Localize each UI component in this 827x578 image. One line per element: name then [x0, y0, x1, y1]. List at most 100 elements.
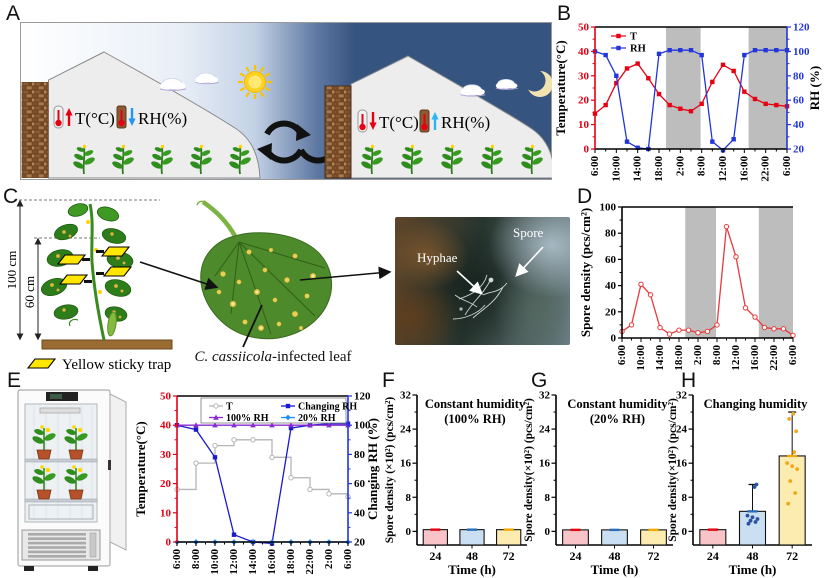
thermometer-icon: [419, 109, 430, 133]
svg-text:60: 60: [793, 95, 805, 107]
svg-text:T: T: [226, 402, 233, 413]
svg-text:48: 48: [747, 549, 759, 563]
svg-text:20: 20: [578, 95, 590, 107]
svg-text:0: 0: [406, 526, 412, 538]
night-temp-label: T(°C): [379, 113, 419, 132]
svg-text:22:00: 22:00: [304, 549, 316, 575]
lamp: [39, 407, 81, 414]
hyphae-threads: [452, 274, 508, 320]
brick-wall: [21, 82, 49, 178]
sticky-traps: [57, 246, 132, 285]
svg-text:8: 8: [406, 492, 412, 504]
svg-text:Spore density(×10²) (pcs/cm²): Spore density(×10²) (pcs/cm²): [523, 398, 535, 542]
thermometer-icon: [357, 109, 368, 133]
infected-leaf-drawing: [196, 200, 333, 340]
svg-text:2:00: 2:00: [674, 156, 686, 177]
panel-label-g: G: [531, 369, 548, 392]
svg-text:(20% RH): (20% RH): [590, 412, 645, 426]
svg-text:Time (h): Time (h): [591, 562, 639, 577]
svg-text:Spore density(×10²) (pcs/cm²): Spore density(×10²) (pcs/cm²): [667, 398, 679, 542]
svg-text:40: 40: [605, 280, 617, 292]
day-greenhouse: T(°C) RH(%): [21, 51, 261, 179]
night-greenhouse: T(°C) RH(%): [324, 55, 552, 179]
panel-f-100rh-bar-chart: 0 8 16 24 32 24 48 72 Time (h) Spore density (×10…: [383, 376, 533, 578]
svg-text:8: 8: [682, 492, 688, 504]
svg-text:Changing humidity: Changing humidity: [704, 397, 809, 411]
svg-text:40: 40: [578, 46, 590, 58]
night-rh-label: RH(%): [441, 113, 490, 132]
svg-text:8:00: 8:00: [696, 156, 708, 177]
svg-text:T: T: [630, 32, 637, 43]
caption-rest: -infected leaf: [271, 349, 352, 365]
svg-text:24: 24: [539, 424, 551, 436]
svg-text:Time (h): Time (h): [448, 562, 496, 577]
svg-text:20% RH: 20% RH: [298, 413, 336, 424]
svg-text:100: 100: [354, 420, 371, 432]
svg-text:24: 24: [429, 549, 441, 563]
svg-text:6:00: 6:00: [787, 345, 799, 366]
svg-text:8: 8: [545, 492, 551, 504]
svg-text:72: 72: [503, 549, 515, 563]
svg-text:48: 48: [466, 549, 478, 563]
spore-body: [488, 277, 494, 283]
svg-text:72: 72: [648, 549, 660, 563]
sun-icon: [238, 65, 272, 99]
panel-label-f: F: [382, 369, 395, 392]
svg-text:32: 32: [676, 390, 688, 402]
yellow-sticky-trap-icon: [103, 266, 132, 277]
svg-text:12:00: 12:00: [228, 549, 240, 575]
cucumber-plant: [40, 203, 134, 341]
greenhouse-day-night-diagram: T(°C) RH(%): [20, 22, 552, 180]
svg-text:60: 60: [605, 254, 617, 266]
yellow-sticky-trap-icon: [59, 274, 88, 285]
svg-text:Changing RH (%): Changing RH (%): [365, 418, 380, 520]
svg-text:6:00: 6:00: [342, 549, 354, 570]
leaf-caption: C. cassiicola-infected leaf: [172, 349, 374, 366]
svg-text:80: 80: [605, 228, 617, 240]
svg-text:Temperature(°C): Temperature(°C): [133, 421, 148, 516]
svg-text:10: 10: [578, 119, 590, 131]
svg-text:0: 0: [166, 537, 172, 549]
panel-g-20rh-bar-chart: 0 8 16 24 32 24 48 72 Time (h) Spore density(×10²…: [522, 376, 679, 578]
svg-text:14:00: 14:00: [654, 345, 666, 371]
svg-text:Time (h): Time (h): [729, 562, 777, 577]
panel-d-spore-density-chart: 0 20 40 60 80 100 6:00 10:00 14:00 18:00 2:00 8:00 1…: [578, 186, 827, 375]
svg-text:20: 20: [160, 478, 172, 490]
hyphae-label: Hyphae: [417, 250, 458, 265]
svg-text:0: 0: [584, 144, 590, 156]
svg-text:14:00: 14:00: [632, 156, 644, 182]
panel-label-d: D: [577, 185, 593, 208]
thermometer-icon: [53, 105, 64, 129]
leaf-lesions: [216, 247, 317, 332]
species-name: C. cassiicola: [194, 349, 272, 365]
svg-text:100: 100: [793, 46, 810, 58]
spore-arrow: [515, 246, 544, 277]
panel-label-b: B: [557, 2, 572, 25]
svg-text:8:00: 8:00: [190, 549, 202, 570]
trap-legend-icon: [27, 358, 56, 369]
trap-legend-label: Yellow sticky trap: [62, 357, 171, 373]
svg-text:40: 40: [160, 420, 172, 432]
svg-text:40: 40: [793, 119, 805, 131]
svg-text:48: 48: [609, 549, 621, 563]
shelf: [24, 498, 98, 503]
svg-text:(100% RH): (100% RH): [444, 412, 505, 426]
inner-chamber: [24, 403, 98, 523]
svg-text:16:00: 16:00: [738, 156, 750, 182]
door-handle: [108, 460, 111, 470]
svg-text:10:00: 10:00: [610, 156, 622, 182]
height-label-100cm: 100 cm: [8, 251, 19, 290]
growth-chamber-diagram: [17, 389, 127, 571]
svg-text:16: 16: [676, 458, 688, 470]
svg-text:Constant humidity: Constant humidity: [425, 397, 526, 411]
svg-text:Temperature(°C): Temperature(°C): [553, 40, 568, 135]
svg-text:6:00: 6:00: [589, 156, 601, 177]
svg-text:Constant humidity: Constant humidity: [567, 397, 668, 411]
svg-text:16: 16: [539, 458, 551, 470]
svg-text:50: 50: [160, 391, 172, 403]
svg-text:0: 0: [611, 333, 617, 345]
svg-text:22:00: 22:00: [768, 345, 780, 371]
svg-text:Spore density (pcs/cm²): Spore density (pcs/cm²): [578, 208, 593, 337]
svg-text:10:00: 10:00: [635, 345, 647, 371]
